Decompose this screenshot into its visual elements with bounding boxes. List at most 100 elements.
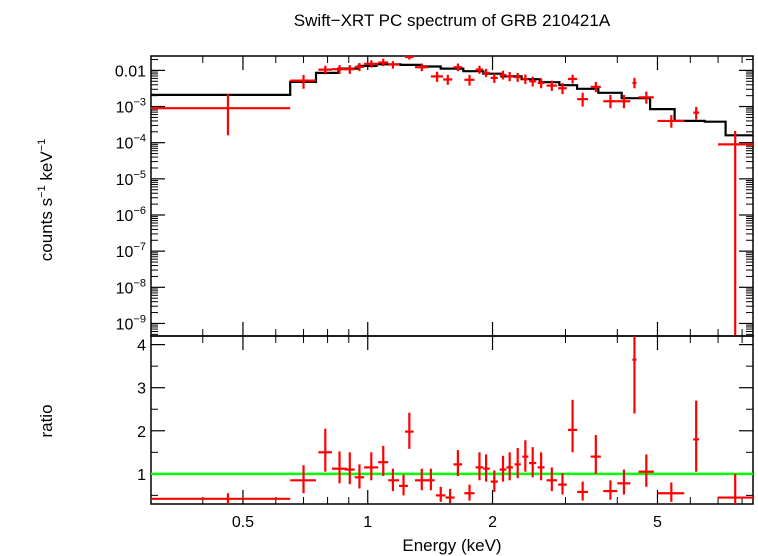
y-tick-label: 0.01 [115, 63, 146, 80]
data-point [453, 450, 463, 476]
plot-frame [150, 55, 754, 337]
x-tick-label: 5 [653, 514, 662, 531]
data-point [414, 468, 429, 491]
y-tick-base: 10 [116, 280, 134, 297]
y-label-mid: keV [37, 151, 56, 186]
y-label-sup1: −1 [36, 185, 48, 198]
model-step-line [151, 63, 753, 137]
y-tick-label: 10−4 [116, 133, 146, 153]
y-tick-exponent: −3 [133, 97, 146, 109]
data-point [577, 481, 589, 501]
data-point [546, 80, 557, 91]
data-point [490, 470, 498, 492]
data-point [151, 94, 291, 136]
ratio-y-axis-label: ratio [37, 404, 56, 437]
plot-frame [150, 335, 754, 505]
data-point [399, 474, 408, 496]
y-tick-base: 10 [116, 244, 134, 261]
data-point [577, 92, 589, 107]
data-point [529, 76, 537, 87]
data-point [354, 63, 365, 72]
data-point [632, 77, 637, 89]
data-point [354, 464, 365, 489]
y-tick-label: 2 [137, 424, 146, 441]
data-point [364, 452, 379, 481]
data-point [546, 467, 557, 492]
data-point [332, 65, 347, 74]
data-point [657, 482, 685, 502]
data-point [603, 94, 618, 109]
data-point [483, 68, 490, 78]
y-tick-exponent: −5 [133, 169, 146, 181]
y-tick-base: 10 [116, 208, 134, 225]
y-tick-label: 10−3 [116, 97, 146, 117]
y-label-sup2: −1 [36, 139, 48, 152]
y-tick-exponent: −7 [133, 241, 146, 253]
data-point [603, 480, 618, 500]
data-point [718, 131, 753, 336]
y-tick-label: 10−6 [116, 205, 146, 225]
x-tick-label: 0.5 [232, 514, 254, 531]
data-point [617, 469, 631, 495]
data-point [590, 81, 601, 93]
data-point [567, 74, 578, 84]
chart-title: Swift−XRT PC spectrum of GRB 210421A [294, 11, 611, 30]
data-point [405, 55, 414, 60]
data-point [332, 451, 347, 484]
data-point [430, 71, 444, 82]
ratio-panel: 1 2 3 4 0.5 1 2 5 [137, 335, 754, 531]
y-tick-label: 10−5 [116, 169, 146, 189]
y-tick-base: 10 [116, 172, 134, 189]
data-point [632, 336, 637, 414]
y-tick-base: 0.01 [115, 63, 146, 80]
y-tick-label: 10−8 [116, 277, 146, 297]
y-tick-label: 10−9 [116, 313, 146, 333]
data-point [522, 440, 529, 472]
data-point [344, 65, 355, 74]
y-tick-base: 10 [116, 136, 134, 153]
data-point [151, 493, 291, 504]
data-point [378, 445, 389, 476]
data-point [464, 484, 475, 501]
data-point [290, 74, 316, 89]
data-point [537, 452, 545, 481]
x-tick-label: 1 [363, 514, 372, 531]
data-point [617, 94, 631, 109]
data-point [693, 400, 700, 472]
data-point [514, 448, 521, 479]
y-tick-base: 10 [116, 316, 134, 333]
data-point [427, 468, 435, 491]
data-point [443, 74, 453, 85]
y-tick-exponent: −8 [133, 277, 146, 289]
data-point [364, 60, 379, 68]
y-label-main: counts s [37, 198, 56, 261]
y-tick-label: 3 [137, 381, 146, 398]
y-tick-base: 10 [116, 100, 134, 117]
data-point [464, 74, 475, 86]
data-point [475, 65, 484, 74]
data-point [638, 454, 654, 487]
data-point [558, 82, 567, 95]
data-point [499, 455, 507, 482]
y-tick-label: 4 [137, 338, 146, 355]
data-point [590, 435, 601, 474]
y-tick-exponent: −6 [133, 205, 146, 217]
data-point [657, 115, 685, 128]
data-point [529, 447, 537, 478]
data-point [388, 61, 400, 69]
x-axis-label: Energy (keV) [402, 536, 501, 555]
data-point [290, 465, 316, 494]
data-point [537, 78, 545, 89]
data-point [506, 72, 513, 82]
data-point [718, 473, 753, 504]
data-point [693, 106, 700, 120]
spectrum-y-axis-label: counts s−1 keV−1 [36, 139, 56, 261]
data-point [388, 468, 400, 492]
data-point [318, 65, 333, 75]
data-point [414, 63, 429, 72]
data-point [405, 412, 414, 449]
y-tick-exponent: −9 [133, 313, 146, 325]
data-point [378, 58, 389, 67]
